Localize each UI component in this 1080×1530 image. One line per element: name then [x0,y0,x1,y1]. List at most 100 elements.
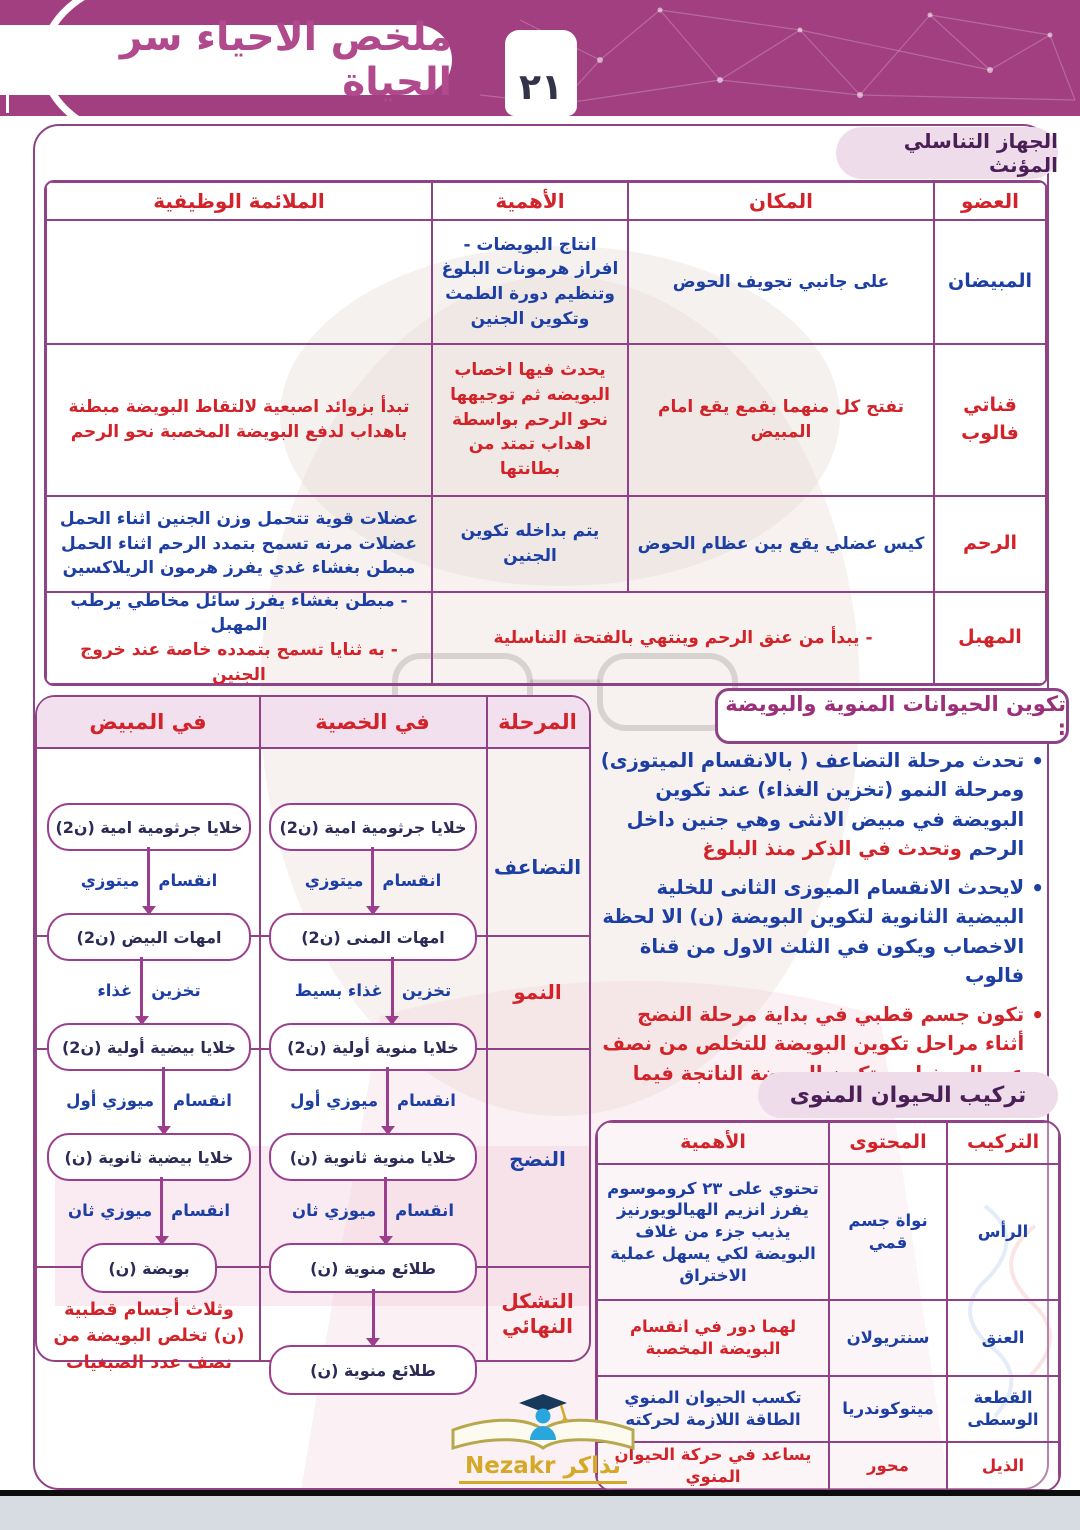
logo-book-icon [451,1394,635,1451]
top-banner: ملخص الاحياء سر الحياة ٢١ [0,0,1080,124]
flow-arrow: انقسام ميوزي ثان [43,1177,255,1245]
adaptation-line: - به ثنايا تسمح بتمدده خاصة عند خروج الج… [80,640,398,685]
section-title-text: الجهاز التناسلي المؤنث [903,129,1058,177]
arrow-label: ميتوزي [80,870,140,890]
flow-arrow: انقسام ميوزي أول [43,1067,255,1135]
flow-box: طلائع منوية (ن) [269,1243,477,1293]
flowchart-header-ovary: في المبيض [89,710,207,734]
arrow-label: ميوزي ثان [68,1200,153,1220]
arrow-label: ميوزي أول [66,1090,155,1110]
arrow-label: ميوزي ثان [292,1200,377,1220]
page-number-tab: ٢١ [505,30,577,116]
table-cell-adaptation: - مبطن بغشاء يفرز سائل مخاطي يرطب المهبل… [46,590,432,685]
bullet-icon: • [1031,876,1044,900]
flow-box: خلايا منوية ثانوية (ن) [269,1133,477,1181]
section-title-female-system: الجهاز التناسلي المؤنث [836,127,1058,179]
table-cell-importance: يتم بداخله تكوين الجنين [432,496,628,592]
content-frame [33,124,1049,1490]
table-cell-organ: الرحم [934,496,1046,592]
flow-arrow: انقسام ميتوزي [265,847,481,915]
flow-box: خلايا بيضية أولية ⁦(2ن)⁩ [47,1023,251,1071]
arrow-label: تخزين [151,980,201,1000]
flow-box: طلائع منوية (ن) [269,1345,477,1395]
flow-box: خلايا جرثومية امية ⁦(2ن)⁩ [269,803,477,851]
section-title-gametes: تكوين الحيوانات المنوية والبويضة : [715,688,1069,744]
table-cell-adaptation [46,220,432,344]
table-cell-content: ميتوكوندريا [829,1376,947,1442]
flow-arrow: انقسام ميتوزي [43,847,255,915]
flow-arrow: انقسام ميوزي ثان [265,1177,481,1245]
table-cell-importance: تحتوي على ٢٣ كروموسوم يفرز انزيم الهيالو… [597,1164,829,1300]
arrow-label: غذاء [97,980,133,1000]
table-cell-organ: المهبل [934,592,1046,684]
column-header-structure: التركيب [947,1122,1059,1164]
arrow-down-icon [156,1067,171,1135]
section-title-text: تركيب الحيوان المنوى [789,1082,1027,1108]
testis-column: خلايا جرثومية امية ⁦(2ن)⁩ انقسام ميتوزي … [265,747,481,1395]
polar-bodies-note: وثلاث أجسام قطبية (ن) تخلص البويضة من نص… [53,1300,245,1373]
document-title: ملخص الاحياء سر الحياة [119,15,453,105]
table-cell-importance: لهما دور في انقسام البويضة المخصبة [597,1300,829,1376]
table-cell-structure: القطعة الوسطى [947,1376,1059,1442]
flow-arrow: تخزين غذاء [43,957,255,1025]
gametes-notes: • تحدث مرحلة التضاعف ( بالانقسام الميتوز… [600,746,1044,1127]
arrow-label: انقسام [158,870,218,890]
flow-box: خلايا جرثومية امية ⁦(2ن)⁩ [47,803,251,851]
table-cell-importance: يساعد في حركة الحيوان المنوي [597,1442,829,1490]
flow-box: بويضة (ن) [81,1243,217,1293]
arrow-label: انقسام [173,1090,232,1110]
sperm-structure-table: التركيب المحتوى الأهمية الرأس نواة جسم ق… [595,1120,1061,1492]
flow-arrow: تخزين غذاء بسيط [265,957,481,1025]
female-system-table: العضو المكان الأهمية الملائمة الوظيفية ا… [44,180,1048,686]
stage-label: النضج [509,1147,566,1171]
table-cell-content: محور [829,1442,947,1490]
banner-arc-decoration [39,0,90,124]
note-item: • تحدث مرحلة التضاعف ( بالانقسام الميتوز… [600,746,1044,863]
column-header-importance: الأهمية [597,1122,829,1164]
section-title-text: تكوين الحيوانات المنوية والبويضة : [725,692,1066,740]
table-cell-place: كيس عضلي يقع بين عظام الحوض [628,496,934,592]
arrow-down-icon [154,1177,169,1245]
bottom-divider-line [0,1490,1080,1496]
gametogenesis-flowchart: في المبيض في الخصية المرحلة التضاعف النم… [35,695,591,1395]
arrow-label: ميتوزي [304,870,364,890]
flow-box: خلايا منوية أولية ⁦(2ن)⁩ [269,1023,477,1071]
column-header-place: المكان [628,182,934,220]
stage-label: التضاعف [493,855,582,879]
column-header-importance: الأهمية [432,182,628,220]
arrow-label: غذاء بسيط [294,980,383,1000]
arrow-down-icon [365,847,380,915]
table-cell-importance: انتاج البويضات - افراز هرمونات البلوغ وت… [432,220,628,344]
arrow-label: ميوزي أول [290,1090,379,1110]
arrow-label: انقسام [395,1200,454,1220]
column-header-adaptation: الملائمة الوظيفية [46,182,432,220]
note-text-blue: تحدث مرحلة التضاعف ( بالانقسام الميتوزى)… [600,749,1025,860]
column-header-content: المحتوى [829,1122,947,1164]
arrow-label: انقسام [397,1090,456,1110]
document-title-label: ملخص الاحياء سر الحياة [0,15,453,105]
arrow-label: انقسام [171,1200,230,1220]
table-cell-structure: الذيل [947,1442,1059,1490]
adaptation-line: - مبطن بغشاء يفرز سائل مخاطي يرطب المهبل [70,590,408,636]
table-cell-organ: قناتي فالوب [934,344,1046,496]
table-cell-place: تفتح كل منهما بقمع يقع امام المبيض [628,344,934,496]
flowchart-header-testis: في الخصية [315,710,430,734]
table-cell-structure: الرأس [947,1164,1059,1300]
note-text-red: وتحدث في الذكر منذ البلوغ [702,836,962,860]
table-cell-importance: تكسب الحيوان المنوي الطاقة اللازمة لحركت… [597,1376,829,1442]
flowchart-header-row [37,697,589,749]
table-cell-importance: يحدث فيها اخصاب البويضه ثم توجيهها نحو ا… [432,344,628,496]
arrow-down-icon [378,1177,393,1245]
logo-text: نذاكر Nezakr [459,1453,627,1484]
arrow-label: انقسام [382,870,442,890]
arrow-down-icon [385,957,400,1025]
flow-box: امهات المنى ⁦(2ن)⁩ [269,913,477,961]
flow-arrow [265,1289,481,1347]
flow-box: امهات البيض ⁦(2ن)⁩ [47,913,251,961]
section-title-sperm: تركيب الحيوان المنوى [758,1072,1058,1118]
ovary-column: خلايا جرثومية امية ⁦(2ن)⁩ انقسام ميتوزي … [43,747,255,1373]
arrow-label: تخزين [401,980,452,1000]
column-header-organ: العضو [934,182,1046,220]
footer-bar [0,1496,1080,1530]
table-cell-adaptation: تبدأ بزوائد اصبعية لالتقاط البويضة مبطنة… [46,344,432,496]
